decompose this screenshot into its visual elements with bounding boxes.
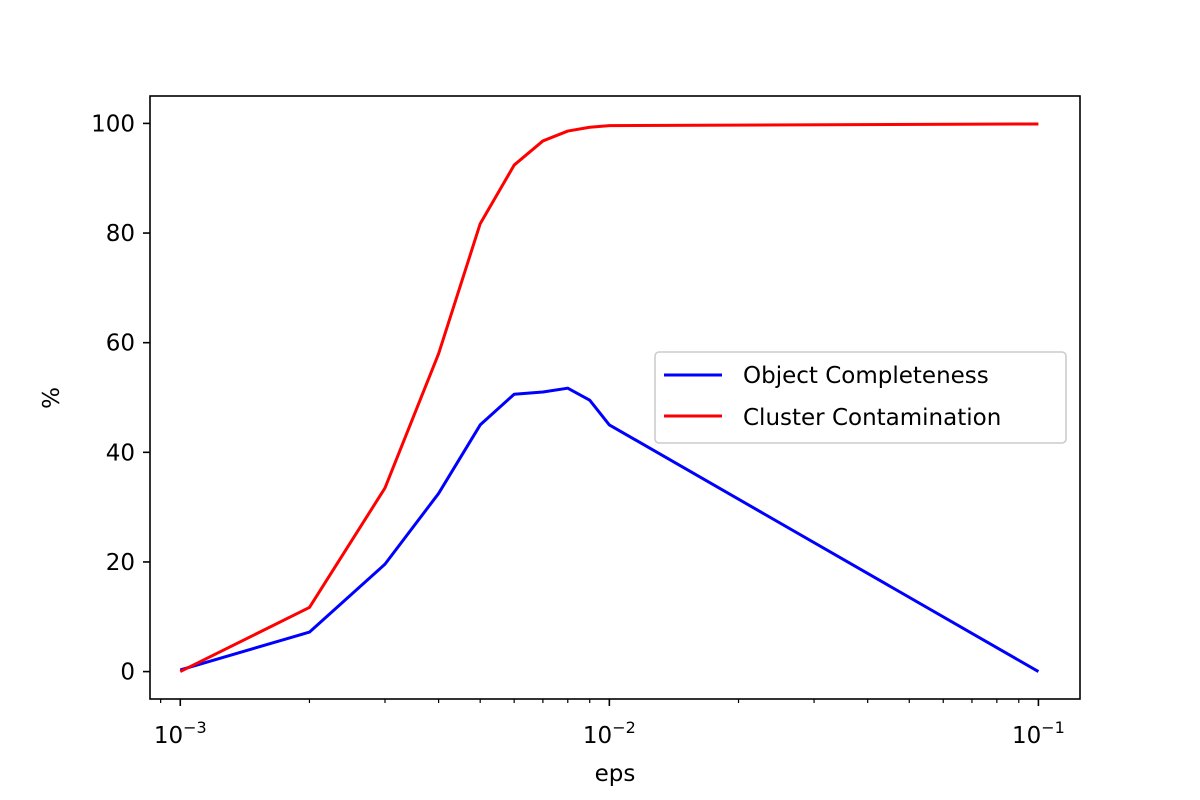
y-tick-label: 20 [106, 550, 135, 576]
x-tick-label: 10−2 [583, 718, 636, 749]
y-tick-label: 100 [91, 111, 135, 137]
y-tick-label: 80 [106, 221, 135, 247]
x-tick-label: 10−3 [154, 718, 207, 749]
series-layer [179, 122, 1040, 673]
legend-label-cluster-contamination: Cluster Contamination [743, 405, 1001, 431]
legend-label-object-completeness: Object Completeness [743, 363, 989, 389]
plot-frame [149, 95, 1081, 700]
legend-frame [654, 351, 1067, 444]
legend: Object Completeness Cluster Contaminatio… [654, 351, 1067, 444]
series-line-object-completeness [179, 386, 1040, 673]
y-axis-label: % [39, 387, 65, 409]
x-axis-ticks: 10−3 10−2 10−1 [154, 699, 1065, 749]
y-tick-label: 40 [106, 440, 135, 466]
series-line-cluster-contamination [179, 122, 1039, 673]
x-tick-label: 10−1 [1012, 718, 1065, 749]
y-tick-label: 60 [106, 331, 135, 357]
y-tick-label: 0 [120, 660, 135, 686]
x-axis-label: eps [595, 761, 636, 787]
y-axis-ticks: 0 20 40 60 80 100 [91, 111, 150, 686]
